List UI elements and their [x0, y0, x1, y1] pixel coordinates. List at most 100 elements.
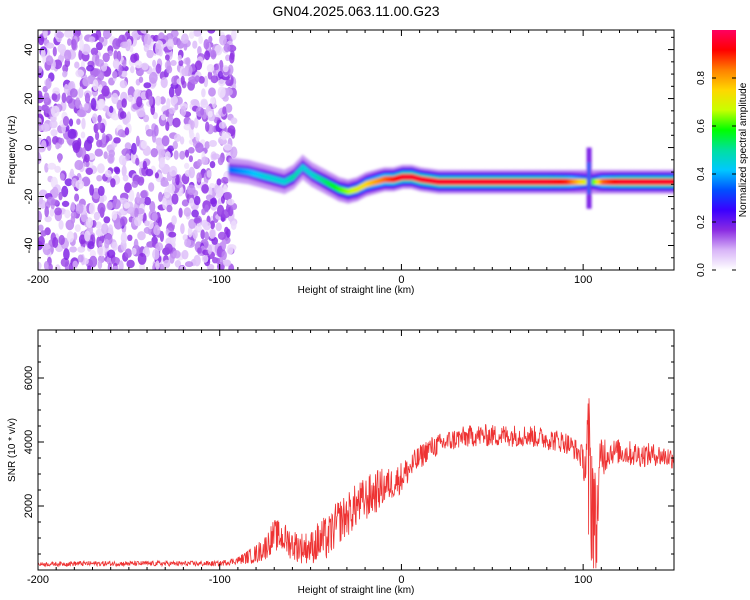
- noise-speckle: [155, 63, 162, 74]
- noise-speckle: [64, 209, 71, 219]
- ridge-segment: [290, 174, 293, 181]
- noise-speckle: [222, 106, 227, 115]
- noise-speckle: [218, 121, 227, 129]
- ridge-segment: [541, 178, 544, 185]
- ridge-segment: [432, 178, 435, 185]
- noise-speckle: [111, 256, 121, 266]
- noise-speckle: [67, 81, 74, 91]
- noise-speckle: [58, 234, 65, 246]
- ridge-segment: [294, 171, 297, 179]
- ridge-segment: [285, 177, 288, 184]
- noise-speckle: [124, 248, 132, 258]
- ridge-segment: [477, 178, 481, 185]
- ridge-segment: [497, 178, 501, 185]
- noise-speckle: [211, 153, 220, 160]
- noise-speckle: [52, 87, 60, 95]
- ridge-segment: [272, 175, 275, 182]
- noise-speckle: [96, 175, 103, 182]
- noise-speckle: [204, 141, 210, 150]
- snr-y-ticks: 6000 4000 2000: [23, 329, 674, 555]
- colorbar-tick-label: 0.6: [696, 119, 707, 133]
- noise-speckle: [138, 110, 146, 117]
- noise-speckle: [204, 204, 209, 213]
- noise-speckle: [218, 138, 228, 145]
- ridge-segment: [410, 173, 413, 181]
- ridge-segment: [332, 183, 335, 190]
- ridge-segment: [579, 178, 582, 185]
- ridge-segment: [455, 178, 459, 185]
- y-tick-label: 0: [23, 144, 35, 150]
- noise-speckle: [98, 98, 106, 109]
- ridge-segment: [250, 169, 253, 177]
- noise-speckle: [173, 150, 179, 160]
- noise-speckle: [140, 140, 148, 150]
- ridge-segment: [452, 178, 455, 185]
- ridge-segment: [466, 178, 470, 185]
- ridge-segment: [236, 167, 239, 174]
- noise-speckle: [80, 131, 86, 139]
- ridge-segment: [299, 166, 303, 173]
- ridge-segment: [548, 178, 551, 185]
- noise-speckle: [59, 173, 65, 181]
- ridge-segment: [303, 165, 306, 172]
- noise-speckle: [217, 86, 226, 98]
- noise-speckle: [97, 185, 105, 197]
- noise-speckle: [38, 152, 41, 164]
- ridge-segment: [256, 171, 259, 178]
- noise-speckle: [175, 174, 180, 186]
- noise-speckle: [38, 235, 45, 247]
- noise-speckle: [66, 231, 75, 243]
- noise-speckle: [75, 69, 85, 78]
- ridge-segment: [550, 178, 553, 185]
- ridge-segment: [657, 178, 660, 185]
- noise-speckle: [127, 94, 133, 102]
- ridge-segment: [301, 164, 304, 171]
- ridge-segment: [585, 178, 588, 185]
- ridge-segment: [425, 177, 428, 184]
- noise-speckle: [54, 207, 62, 216]
- noise-speckle: [50, 105, 60, 118]
- ridge-segment: [377, 177, 381, 184]
- ridge-segment: [350, 187, 353, 194]
- x-tick-label: 100: [574, 574, 592, 586]
- noise-speckle: [207, 71, 213, 80]
- ridge-segment: [565, 178, 568, 185]
- noise-speckle: [116, 99, 123, 111]
- noise-speckle: [112, 70, 118, 79]
- noise-speckle: [134, 60, 143, 69]
- noise-speckle: [44, 215, 52, 223]
- noise-speckle: [38, 35, 45, 46]
- ridge-segment: [517, 178, 521, 185]
- ridge-segment: [241, 168, 244, 175]
- noise-speckle: [67, 128, 77, 139]
- noise-speckle: [197, 247, 202, 254]
- ridge-segment: [439, 178, 442, 185]
- noise-speckle: [193, 195, 201, 206]
- x-tick-label: -100: [209, 574, 231, 586]
- noise-speckle: [136, 191, 141, 204]
- noise-speckle: [171, 176, 176, 186]
- ridge-segment: [599, 178, 602, 185]
- noise-speckle: [86, 135, 94, 144]
- noise-speckle: [97, 260, 103, 270]
- noise-speckle: [207, 30, 216, 34]
- noise-speckle: [39, 195, 43, 205]
- noise-speckle: [44, 105, 50, 114]
- ridge-segment: [276, 176, 279, 183]
- ridge-segment: [248, 169, 252, 176]
- noise-speckle: [218, 79, 226, 87]
- x-tick-label: 0: [398, 274, 404, 286]
- ridge-segment: [577, 178, 581, 185]
- ridge-segment: [526, 178, 530, 185]
- noise-speckle: [121, 165, 127, 177]
- noise-speckle: [138, 76, 144, 83]
- noise-speckle: [169, 165, 178, 177]
- noise-speckle: [67, 38, 72, 46]
- noise-speckle: [181, 199, 189, 207]
- noise-speckle: [112, 38, 121, 50]
- ridge-segment: [263, 173, 266, 180]
- ridge-segment: [601, 178, 604, 185]
- noise-speckle: [166, 33, 174, 41]
- ridge-segment: [292, 173, 295, 181]
- ridge-segment: [434, 178, 437, 185]
